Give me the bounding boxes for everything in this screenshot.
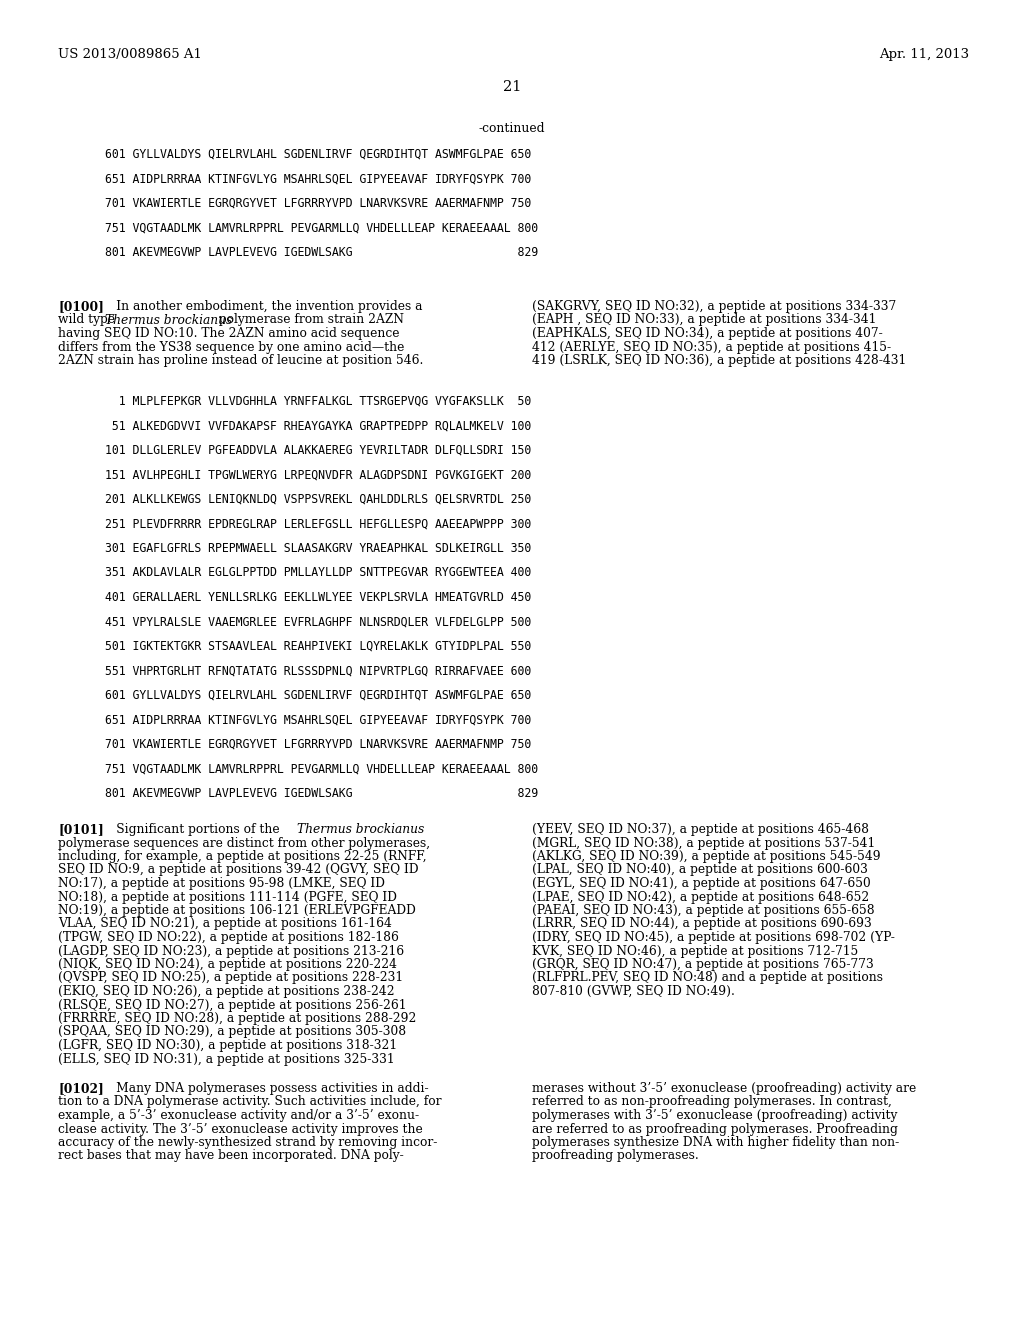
Text: (LGFR, SEQ ID NO:30), a peptide at positions 318-321: (LGFR, SEQ ID NO:30), a peptide at posit…	[58, 1039, 397, 1052]
Text: 601 GYLLVALDYS QIELRVLAHL SGDENLIRVF QEGRDIHTQT ASWMFGLPAE 650: 601 GYLLVALDYS QIELRVLAHL SGDENLIRVF QEG…	[105, 148, 531, 161]
Text: example, a 5’-3’ exonuclease activity and/or a 3’-5’ exonu-: example, a 5’-3’ exonuclease activity an…	[58, 1109, 419, 1122]
Text: 701 VKAWIERTLE EGRQRGYVET LFGRRRYVPD LNARVKSVRE AAERMAFNMP 750: 701 VKAWIERTLE EGRQRGYVET LFGRRRYVPD LNA…	[105, 197, 531, 210]
Text: (EAPHKALS, SEQ ID NO:34), a peptide at positions 407-: (EAPHKALS, SEQ ID NO:34), a peptide at p…	[532, 327, 883, 341]
Text: polymerase sequences are distinct from other polymerases,: polymerase sequences are distinct from o…	[58, 837, 430, 850]
Text: (EKIQ, SEQ ID NO:26), a peptide at positions 238-242: (EKIQ, SEQ ID NO:26), a peptide at posit…	[58, 985, 394, 998]
Text: (ELLS, SEQ ID NO:31), a peptide at positions 325-331: (ELLS, SEQ ID NO:31), a peptide at posit…	[58, 1052, 394, 1065]
Text: (RLFPRL.PEV, SEQ ID NO:48) and a peptide at positions: (RLFPRL.PEV, SEQ ID NO:48) and a peptide…	[532, 972, 883, 985]
Text: 651 AIDPLRRRAA KTINFGVLYG MSAHRLSQEL GIPYEEAVAF IDRYFQSYPK 700: 651 AIDPLRRRAA KTINFGVLYG MSAHRLSQEL GIP…	[105, 173, 531, 186]
Text: polymerase from strain 2AZN: polymerase from strain 2AZN	[215, 314, 404, 326]
Text: 551 VHPRTGRLHT RFNQTATATG RLSSSDPNLQ NIPVRTPLGQ RIRRAFVAEE 600: 551 VHPRTGRLHT RFNQTATATG RLSSSDPNLQ NIP…	[105, 664, 531, 677]
Text: polymerases synthesize DNA with higher fidelity than non-: polymerases synthesize DNA with higher f…	[532, 1137, 899, 1148]
Text: (LPAL, SEQ ID NO:40), a peptide at positions 600-603: (LPAL, SEQ ID NO:40), a peptide at posit…	[532, 863, 868, 876]
Text: 451 VPYLRALSLE VAAEMGRLEE EVFRLAGHPF NLNSRDQLER VLFDELGLPP 500: 451 VPYLRALSLE VAAEMGRLEE EVFRLAGHPF NLN…	[105, 615, 531, 628]
Text: (YEEV, SEQ ID NO:37), a peptide at positions 465-468: (YEEV, SEQ ID NO:37), a peptide at posit…	[532, 822, 869, 836]
Text: [0101]: [0101]	[58, 822, 103, 836]
Text: 301 EGAFLGFRLS RPEPMWAELL SLAASAKGRV YRAEAPHKAL SDLKEIRGLL 350: 301 EGAFLGFRLS RPEPMWAELL SLAASAKGRV YRA…	[105, 543, 531, 554]
Text: merases without 3’-5’ exonuclease (proofreading) activity are: merases without 3’-5’ exonuclease (proof…	[532, 1082, 916, 1096]
Text: (PAEAI, SEQ ID NO:43), a peptide at positions 655-658: (PAEAI, SEQ ID NO:43), a peptide at posi…	[532, 904, 874, 917]
Text: (SAKGRVY, SEQ ID NO:32), a peptide at positions 334-337: (SAKGRVY, SEQ ID NO:32), a peptide at po…	[532, 300, 896, 313]
Text: 351 AKDLAVLALR EGLGLPPTDD PMLLAYLLDP SNTTPEGVAR RYGGEWTEEA 400: 351 AKDLAVLALR EGLGLPPTDD PMLLAYLLDP SNT…	[105, 566, 531, 579]
Text: differs from the YS38 sequence by one amino acid—the: differs from the YS38 sequence by one am…	[58, 341, 404, 354]
Text: 1 MLPLFEPKGR VLLVDGHHLA YRNFFALKGL TTSRGEPVQG VYGFAKSLLK  50: 1 MLPLFEPKGR VLLVDGHHLA YRNFFALKGL TTSRG…	[105, 395, 531, 408]
Text: (QVSPP, SEQ ID NO:25), a peptide at positions 228-231: (QVSPP, SEQ ID NO:25), a peptide at posi…	[58, 972, 403, 985]
Text: are referred to as proofreading polymerases. Proofreading: are referred to as proofreading polymera…	[532, 1122, 898, 1135]
Text: (TPGW, SEQ ID NO:22), a peptide at positions 182-186: (TPGW, SEQ ID NO:22), a peptide at posit…	[58, 931, 399, 944]
Text: 807-810 (GVWP, SEQ ID NO:49).: 807-810 (GVWP, SEQ ID NO:49).	[532, 985, 735, 998]
Text: NO:19), a peptide at positions 106-121 (ERLEVPGFEADD: NO:19), a peptide at positions 106-121 (…	[58, 904, 416, 917]
Text: 701 VKAWIERTLE EGRQRGYVET LFGRRRYVPD LNARVKSVRE AAERMAFNMP 750: 701 VKAWIERTLE EGRQRGYVET LFGRRRYVPD LNA…	[105, 738, 531, 751]
Text: In another embodiment, the invention provides a: In another embodiment, the invention pro…	[104, 300, 423, 313]
Text: 401 GERALLAERL YENLLSRLKG EEKLLWLYEE VEKPLSRVLA HMEATGVRLD 450: 401 GERALLAERL YENLLSRLKG EEKLLWLYEE VEK…	[105, 591, 531, 605]
Text: 151 AVLHPEGHLI TPGWLWERYG LRPEQNVDFR ALAGDPSDNI PGVKGIGEKT 200: 151 AVLHPEGHLI TPGWLWERYG LRPEQNVDFR ALA…	[105, 469, 531, 482]
Text: rect bases that may have been incorporated. DNA poly-: rect bases that may have been incorporat…	[58, 1150, 403, 1163]
Text: (FRRRRE, SEQ ID NO:28), a peptide at positions 288-292: (FRRRRE, SEQ ID NO:28), a peptide at pos…	[58, 1012, 417, 1026]
Text: referred to as non-proofreading polymerases. In contrast,: referred to as non-proofreading polymera…	[532, 1096, 892, 1109]
Text: -continued: -continued	[479, 121, 545, 135]
Text: SEQ ID NO:9, a peptide at positions 39-42 (QGVY, SEQ ID: SEQ ID NO:9, a peptide at positions 39-4…	[58, 863, 419, 876]
Text: 201 ALKLLKEWGS LENIQKNLDQ VSPPSVREKL QAHLDDLRLS QELSRVRTDL 250: 201 ALKLLKEWGS LENIQKNLDQ VSPPSVREKL QAH…	[105, 492, 531, 506]
Text: Thermus brockianus: Thermus brockianus	[105, 314, 232, 326]
Text: KVK, SEQ ID NO:46), a peptide at positions 712-715: KVK, SEQ ID NO:46), a peptide at positio…	[532, 945, 858, 957]
Text: 101 DLLGLERLEV PGFEADDVLA ALAKKAEREG YEVRILTADR DLFQLLSDRI 150: 101 DLLGLERLEV PGFEADDVLA ALAKKAEREG YEV…	[105, 444, 531, 457]
Text: (LPAE, SEQ ID NO:42), a peptide at positions 648-652: (LPAE, SEQ ID NO:42), a peptide at posit…	[532, 891, 869, 903]
Text: (LAGDP, SEQ ID NO:23), a peptide at positions 213-216: (LAGDP, SEQ ID NO:23), a peptide at posi…	[58, 945, 404, 957]
Text: (EGYL, SEQ ID NO:41), a peptide at positions 647-650: (EGYL, SEQ ID NO:41), a peptide at posit…	[532, 876, 870, 890]
Text: polymerases with 3’-5’ exonuclease (proofreading) activity: polymerases with 3’-5’ exonuclease (proo…	[532, 1109, 897, 1122]
Text: 2AZN strain has proline instead of leucine at position 546.: 2AZN strain has proline instead of leuci…	[58, 354, 423, 367]
Text: 801 AKEVMEGVWP LAVPLEVEVG IGEDWLSAKG                        829: 801 AKEVMEGVWP LAVPLEVEVG IGEDWLSAKG 829	[105, 787, 539, 800]
Text: 51 ALKEDGDVVI VVFDAKAPSF RHEAYGAYKA GRAPTPEDPP RQLALMKELV 100: 51 ALKEDGDVVI VVFDAKAPSF RHEAYGAYKA GRAP…	[105, 420, 531, 433]
Text: 412 (AERLYE, SEQ ID NO:35), a peptide at positions 415-: 412 (AERLYE, SEQ ID NO:35), a peptide at…	[532, 341, 891, 354]
Text: [0102]: [0102]	[58, 1082, 103, 1096]
Text: proofreading polymerases.: proofreading polymerases.	[532, 1150, 698, 1163]
Text: 419 (LSRLK, SEQ ID NO:36), a peptide at positions 428-431: 419 (LSRLK, SEQ ID NO:36), a peptide at …	[532, 354, 906, 367]
Text: 501 IGKTEKTGKR STSAAVLEAL REAHPIVEKI LQYRELAKLK GTYIDPLPAL 550: 501 IGKTEKTGKR STSAAVLEAL REAHPIVEKI LQY…	[105, 640, 531, 653]
Text: NO:18), a peptide at positions 111-114 (PGFE, SEQ ID: NO:18), a peptide at positions 111-114 (…	[58, 891, 397, 903]
Text: (GRQR, SEQ ID NO:47), a peptide at positions 765-773: (GRQR, SEQ ID NO:47), a peptide at posit…	[532, 958, 873, 972]
Text: (SPQAA, SEQ ID NO:29), a peptide at positions 305-308: (SPQAA, SEQ ID NO:29), a peptide at posi…	[58, 1026, 407, 1039]
Text: having SEQ ID NO:10. The 2AZN amino acid sequence: having SEQ ID NO:10. The 2AZN amino acid…	[58, 327, 399, 341]
Text: 601 GYLLVALDYS QIELRVLAHL SGDENLIRVF QEGRDIHTQT ASWMFGLPAE 650: 601 GYLLVALDYS QIELRVLAHL SGDENLIRVF QEG…	[105, 689, 531, 702]
Text: VLAA, SEQ ID NO:21), a peptide at positions 161-164: VLAA, SEQ ID NO:21), a peptide at positi…	[58, 917, 392, 931]
Text: Significant portions of the: Significant portions of the	[104, 822, 284, 836]
Text: clease activity. The 3’-5’ exonuclease activity improves the: clease activity. The 3’-5’ exonuclease a…	[58, 1122, 423, 1135]
Text: 21: 21	[503, 81, 521, 94]
Text: (EAPH , SEQ ID NO:33), a peptide at positions 334-341: (EAPH , SEQ ID NO:33), a peptide at posi…	[532, 314, 877, 326]
Text: (LRRR, SEQ ID NO:44), a peptide at positions 690-693: (LRRR, SEQ ID NO:44), a peptide at posit…	[532, 917, 871, 931]
Text: Apr. 11, 2013: Apr. 11, 2013	[879, 48, 969, 61]
Text: wild type: wild type	[58, 314, 119, 326]
Text: 751 VQGTAADLMK LAMVRLRPPRL PEVGARMLLQ VHDELLLEAP KERAEEAAAL 800: 751 VQGTAADLMK LAMVRLRPPRL PEVGARMLLQ VH…	[105, 763, 539, 776]
Text: Many DNA polymerases possess activities in addi-: Many DNA polymerases possess activities …	[104, 1082, 429, 1096]
Text: 651 AIDPLRRRAA KTINFGVLYG MSAHRLSQEL GIPYEEAVAF IDRYFQSYPK 700: 651 AIDPLRRRAA KTINFGVLYG MSAHRLSQEL GIP…	[105, 714, 531, 726]
Text: (RLSQE, SEQ ID NO:27), a peptide at positions 256-261: (RLSQE, SEQ ID NO:27), a peptide at posi…	[58, 998, 407, 1011]
Text: [0100]: [0100]	[58, 300, 103, 313]
Text: (MGRL, SEQ ID NO:38), a peptide at positions 537-541: (MGRL, SEQ ID NO:38), a peptide at posit…	[532, 837, 876, 850]
Text: accuracy of the newly-synthesized strand by removing incor-: accuracy of the newly-synthesized strand…	[58, 1137, 437, 1148]
Text: (AKLKG, SEQ ID NO:39), a peptide at positions 545-549: (AKLKG, SEQ ID NO:39), a peptide at posi…	[532, 850, 881, 863]
Text: 751 VQGTAADLMK LAMVRLRPPRL PEVGARMLLQ VHDELLLEAP KERAEEAAAL 800: 751 VQGTAADLMK LAMVRLRPPRL PEVGARMLLQ VH…	[105, 222, 539, 235]
Text: Thermus brockianus: Thermus brockianus	[297, 822, 424, 836]
Text: US 2013/0089865 A1: US 2013/0089865 A1	[58, 48, 202, 61]
Text: NO:17), a peptide at positions 95-98 (LMKE, SEQ ID: NO:17), a peptide at positions 95-98 (LM…	[58, 876, 385, 890]
Text: (IDRY, SEQ ID NO:45), a peptide at positions 698-702 (YP-: (IDRY, SEQ ID NO:45), a peptide at posit…	[532, 931, 895, 944]
Text: 801 AKEVMEGVWP LAVPLEVEVG IGEDWLSAKG                        829: 801 AKEVMEGVWP LAVPLEVEVG IGEDWLSAKG 829	[105, 246, 539, 259]
Text: including, for example, a peptide at positions 22-25 (RNFF,: including, for example, a peptide at pos…	[58, 850, 427, 863]
Text: tion to a DNA polymerase activity. Such activities include, for: tion to a DNA polymerase activity. Such …	[58, 1096, 441, 1109]
Text: 251 PLEVDFRRRR EPDREGLRAP LERLEFGSLL HEFGLLESPQ AAEEAPWPPP 300: 251 PLEVDFRRRR EPDREGLRAP LERLEFGSLL HEF…	[105, 517, 531, 531]
Text: (NIQK, SEQ ID NO:24), a peptide at positions 220-224: (NIQK, SEQ ID NO:24), a peptide at posit…	[58, 958, 397, 972]
